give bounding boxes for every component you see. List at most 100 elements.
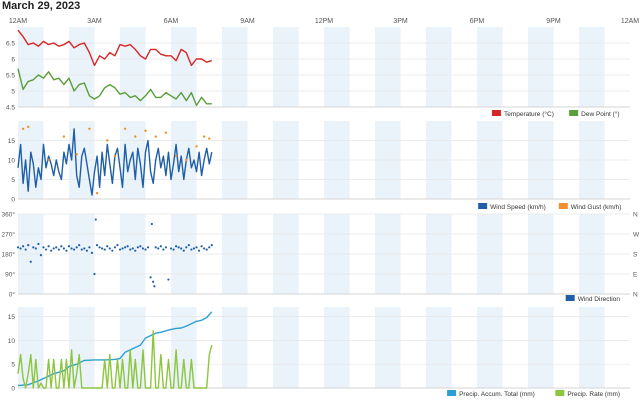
y-tick-label: 270° (2, 231, 16, 239)
wind-gust-point (113, 154, 117, 158)
y-tick-label: 5 (11, 177, 15, 184)
wind-direction-point (149, 276, 152, 279)
y-tick-label: 4.5 (6, 105, 15, 112)
time-tick-label: 9AM (240, 18, 255, 25)
wind-direction-point (32, 246, 35, 249)
hour-band (477, 27, 503, 107)
y-tick-label: 90° (5, 271, 15, 279)
y-tick-label: 5 (11, 362, 15, 369)
wind-direction-point (121, 247, 124, 250)
legend-swatch (558, 203, 568, 209)
wind-direction-point (78, 244, 81, 247)
wind-direction-point (111, 249, 114, 252)
hour-band (273, 307, 299, 388)
wind-direction-point (195, 246, 198, 249)
wind-gust-point (62, 135, 66, 138)
hour-band (273, 27, 299, 107)
hour-band (69, 27, 95, 107)
wind-direction-point (131, 247, 134, 250)
wind-direction-point (167, 278, 170, 281)
y-tick-label: 15 (8, 138, 16, 145)
wind-direction-point (144, 248, 147, 251)
wind-direction-point (139, 245, 142, 248)
wind-direction-point (180, 247, 183, 250)
wind-direction-point (16, 246, 20, 249)
wind-direction-point (169, 247, 173, 250)
legend-swatch (569, 110, 579, 116)
wind-gust-point (174, 154, 178, 158)
y-tick-label: 0 (11, 197, 15, 204)
wind-direction-point (27, 244, 30, 247)
wind-direction-point (62, 247, 65, 250)
time-tick-label: 3AM (87, 18, 102, 25)
wind-direction-point (172, 248, 175, 251)
wind-direction-point (116, 244, 119, 247)
wind-direction-point (141, 247, 145, 250)
wind-gust-point (164, 131, 168, 134)
hour-band (528, 27, 554, 107)
wind-direction-point (124, 246, 127, 249)
legend-swatch (555, 390, 565, 396)
wind-direction-point (88, 246, 91, 249)
wind-direction-point (47, 245, 50, 248)
series-line (17, 29, 213, 67)
wind-direction-point (185, 246, 188, 249)
wind-gust-point (47, 158, 50, 162)
wind-direction-point (98, 246, 101, 249)
compass-label: S (633, 252, 638, 259)
y-tick-label: 10 (8, 158, 16, 165)
wind-direction-point (65, 249, 68, 252)
wind-gust-point (202, 135, 206, 138)
y-tick-label: 6 (11, 57, 15, 64)
y-tick-label: 0 (11, 386, 15, 393)
wind-gust-point (75, 152, 78, 156)
wind-direction-panel: 0° 90° 180° 270° 360° N W S E N Wind Direction (2, 211, 640, 304)
hour-band (579, 307, 605, 388)
y-tick-label: 6.5 (6, 41, 15, 48)
wind-direction-point (203, 247, 206, 250)
legend-swatch (565, 295, 575, 301)
legend-label: Precip. Accum. Total (mm) (459, 391, 535, 398)
time-axis: 12AM 3AM 6AM 9AM 12PM 3PM 6PM 9PM 12AM (9, 18, 639, 25)
temperature-panel: 4.5 5 5.5 6 6.5 Dew Point (°) Temperature (°C) (6, 27, 630, 118)
time-tick-label: 6PM (470, 18, 485, 25)
wind-direction-point (157, 247, 160, 250)
wind-direction-point (153, 285, 156, 288)
wind-direction-point (103, 248, 106, 251)
wind-direction-point (177, 246, 180, 249)
wind-direction-point (205, 248, 208, 251)
time-tick-label: 12AM (9, 18, 27, 25)
wind-direction-point (60, 245, 63, 248)
wind-direction-point (113, 246, 116, 249)
legend-label: Wind Gust (km/h) (571, 204, 622, 211)
wind-gust-point (123, 127, 127, 130)
wind-direction-point (208, 246, 211, 249)
wind-direction-point (162, 248, 165, 251)
wind-direction-point (210, 244, 213, 247)
wind-direction-point (34, 247, 37, 250)
wind-direction-point (29, 260, 32, 263)
legend-label: Wind Speed (km/h) (490, 204, 546, 211)
hour-band (222, 307, 248, 388)
hour-band (18, 307, 44, 388)
wind-direction-point (129, 248, 132, 251)
legend-label: Precip. Rate (mm) (567, 391, 620, 398)
legend-label: Dew Point (°) (581, 110, 619, 118)
wind-direction-point (90, 251, 94, 254)
hour-band (222, 27, 248, 107)
wind-direction-point (67, 245, 71, 248)
page-title: March 29, 2023 (2, 0, 81, 12)
hour-band (477, 307, 503, 388)
wind-direction-point (159, 245, 162, 248)
wind-direction-point (152, 280, 155, 283)
y-tick-label: 360° (2, 211, 16, 219)
series-line (17, 311, 213, 387)
wind-direction-point (200, 245, 203, 248)
wind-direction-point (44, 248, 48, 251)
wind-direction-point (22, 245, 25, 248)
wind-direction-point (39, 254, 43, 257)
legend-label: Temperature (°C) (504, 110, 554, 118)
wind-direction-point (19, 247, 22, 250)
wind-direction-point (164, 246, 167, 249)
